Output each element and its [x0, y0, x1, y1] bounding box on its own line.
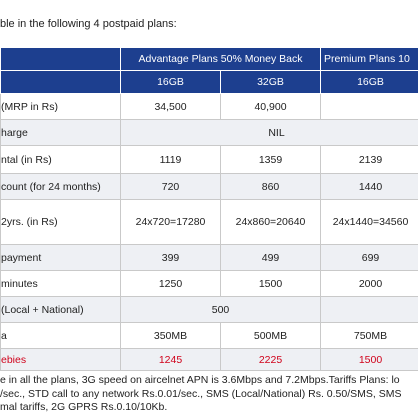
- table-row: minutes 1250 1500 2000: [0, 270, 418, 297]
- table-cell: 750MB: [320, 322, 418, 349]
- merged-cell: NIL: [119, 119, 418, 146]
- sub-header-row: 16GB 32GB 16GB: [0, 70, 418, 94]
- table-cell: 699: [320, 244, 418, 271]
- row-label: 2yrs. (in Rs): [0, 199, 121, 245]
- table-cell: 1500: [320, 348, 418, 371]
- footnote-line: mal tariffs, 2G GPRS Rs.0.10/10Kb.: [0, 401, 168, 413]
- table-cell: 24x1440=34560: [320, 199, 418, 245]
- intro-text: ble in the following 4 postpaid plans:: [0, 18, 177, 30]
- table-cell: 350MB: [120, 322, 221, 349]
- table-row: ebies 1245 2225 1500: [0, 348, 418, 371]
- footnotes: e in all the plans, 3G speed on aircelne…: [0, 374, 401, 415]
- footnote-line: /sec., STD call to any network Rs.0.01/s…: [0, 387, 402, 400]
- sub-header-advantage-32gb: 32GB: [220, 70, 321, 94]
- header-advantage-plans: Advantage Plans 50% Money Back: [120, 47, 321, 71]
- table-cell: 2000: [320, 270, 418, 297]
- table-row: a 350MB 500MB 750MB: [0, 322, 418, 349]
- row-label: harge: [0, 119, 121, 146]
- row-label: a: [0, 322, 121, 349]
- table-cell: 399: [120, 244, 221, 271]
- group-header-row: Advantage Plans 50% Money Back Premium P…: [0, 47, 418, 71]
- row-label: payment: [0, 244, 121, 271]
- footnote-line: e in all the plans, 3G speed on aircelne…: [0, 374, 400, 386]
- table-row: count (for 24 months) 720 860 1440: [0, 173, 418, 200]
- table-row: harge NIL: [0, 119, 418, 146]
- table-cell: 40,900: [220, 93, 321, 120]
- table-row: (MRP in Rs) 34,500 40,900: [0, 93, 418, 120]
- merged-cell: 10: [319, 296, 418, 323]
- table-row: payment 399 499 699: [0, 244, 418, 271]
- table-cell: 24x720=17280: [120, 199, 221, 245]
- row-label: ebies: [0, 348, 121, 371]
- sub-header-premium-16gb: 16GB: [320, 70, 418, 94]
- row-label: (Local + National): [0, 296, 121, 323]
- table-cell: 2139: [320, 145, 418, 174]
- header-corner: [0, 47, 121, 71]
- table-cell: 1250: [120, 270, 221, 297]
- table-cell: 499: [220, 244, 321, 271]
- merged-cell: 500: [120, 296, 321, 323]
- table-row: 2yrs. (in Rs) 24x720=17280 24x860=20640 24x…: [0, 199, 418, 245]
- table-cell: 1245: [120, 348, 221, 371]
- table-row: (Local + National)50010: [0, 296, 418, 323]
- row-label: count (for 24 months): [0, 173, 121, 200]
- header-premium-plans: Premium Plans 10: [319, 47, 418, 71]
- table-cell: 1500: [220, 270, 321, 297]
- table-cell: 24x860=20640: [220, 199, 321, 245]
- row-label: minutes: [0, 270, 121, 297]
- row-label: (MRP in Rs): [0, 93, 121, 120]
- table-cell: 1119: [120, 145, 221, 174]
- table-cell: 1359: [220, 145, 321, 174]
- row-label: ntal (in Rs): [0, 145, 121, 174]
- table-cell: 2225: [220, 348, 321, 371]
- sub-header-advantage-16gb: 16GB: [120, 70, 221, 94]
- table-cell: 1440: [320, 173, 418, 200]
- table-cell: 860: [220, 173, 321, 200]
- sub-header-corner: [0, 70, 121, 94]
- table-cell: 500MB: [220, 322, 321, 349]
- table-cell: 720: [120, 173, 221, 200]
- table-row: ntal (in Rs) 1119 1359 2139: [0, 145, 418, 174]
- table-cell: 34,500: [120, 93, 221, 120]
- table-cell: [320, 93, 418, 120]
- postpaid-plans-table: Advantage Plans 50% Money Back Premium P…: [0, 47, 418, 371]
